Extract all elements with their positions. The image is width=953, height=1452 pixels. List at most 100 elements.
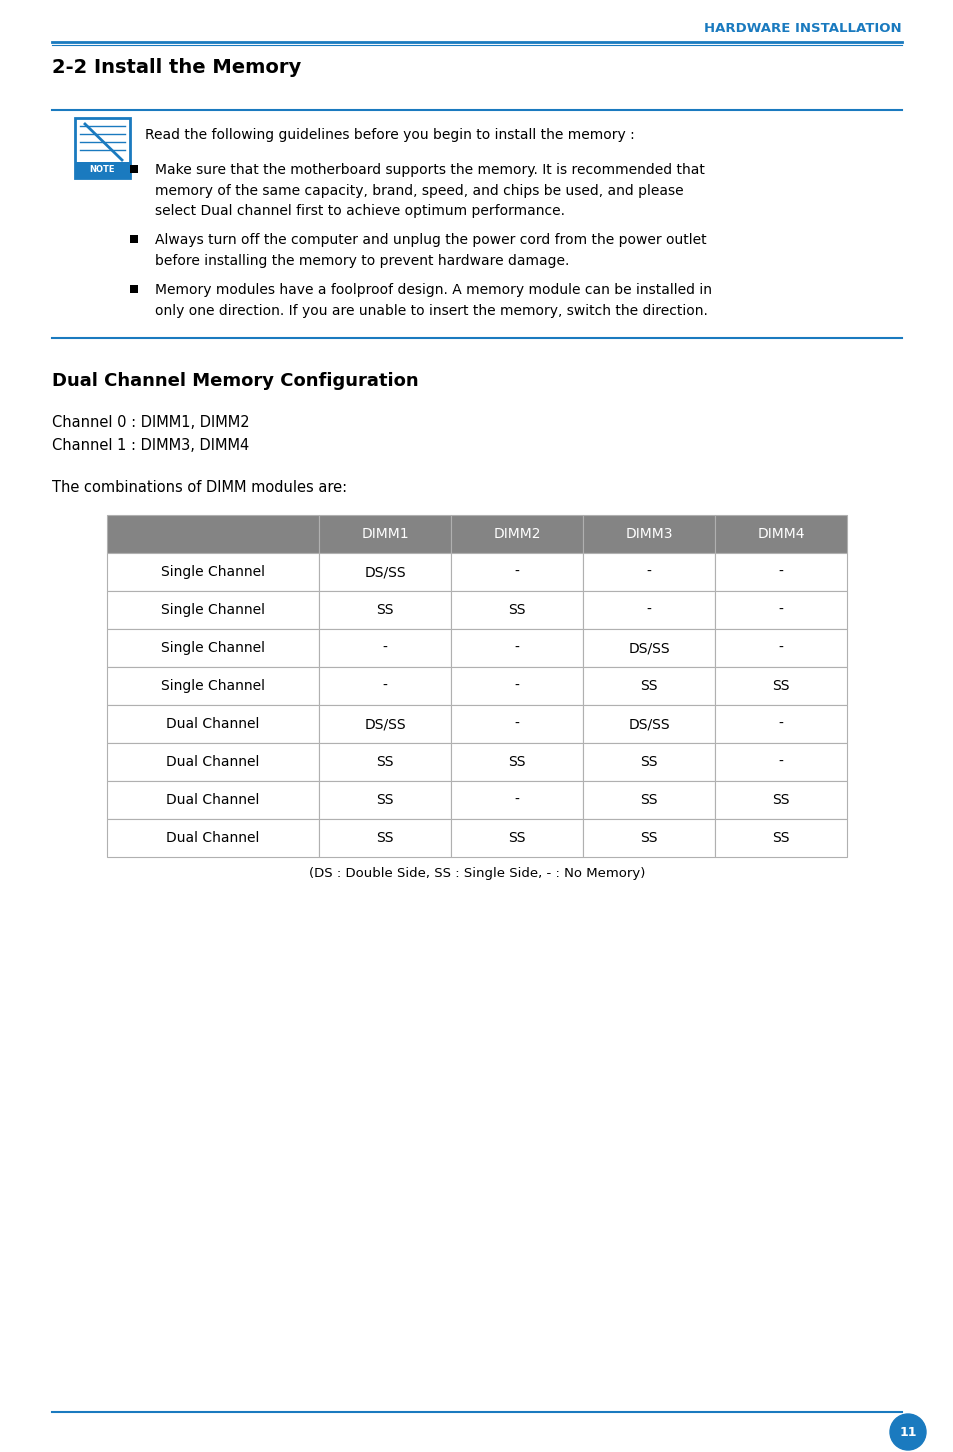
Text: SS: SS	[376, 755, 394, 770]
FancyBboxPatch shape	[319, 591, 451, 629]
FancyBboxPatch shape	[451, 591, 582, 629]
FancyBboxPatch shape	[107, 591, 319, 629]
Text: NOTE: NOTE	[90, 166, 115, 174]
FancyBboxPatch shape	[107, 706, 319, 743]
FancyBboxPatch shape	[107, 515, 319, 553]
FancyBboxPatch shape	[107, 743, 319, 781]
FancyBboxPatch shape	[130, 166, 138, 173]
Text: SS: SS	[508, 603, 525, 617]
FancyBboxPatch shape	[715, 706, 846, 743]
Text: Single Channel: Single Channel	[161, 640, 265, 655]
FancyBboxPatch shape	[715, 591, 846, 629]
Text: DS/SS: DS/SS	[628, 717, 669, 730]
Text: SS: SS	[772, 680, 789, 693]
Text: DS/SS: DS/SS	[364, 565, 406, 579]
Text: SS: SS	[376, 603, 394, 617]
Text: Single Channel: Single Channel	[161, 680, 265, 693]
Text: SS: SS	[376, 793, 394, 807]
FancyBboxPatch shape	[75, 163, 130, 179]
FancyBboxPatch shape	[319, 629, 451, 666]
FancyBboxPatch shape	[75, 118, 130, 179]
Text: SS: SS	[376, 831, 394, 845]
FancyBboxPatch shape	[582, 706, 715, 743]
Text: DIMM1: DIMM1	[361, 527, 409, 542]
Text: -: -	[646, 565, 651, 579]
FancyBboxPatch shape	[715, 629, 846, 666]
FancyBboxPatch shape	[107, 629, 319, 666]
Text: -: -	[515, 640, 519, 655]
FancyBboxPatch shape	[582, 743, 715, 781]
Text: The combinations of DIMM modules are:: The combinations of DIMM modules are:	[52, 481, 347, 495]
FancyBboxPatch shape	[715, 553, 846, 591]
Text: DS/SS: DS/SS	[628, 640, 669, 655]
Text: SS: SS	[772, 831, 789, 845]
FancyBboxPatch shape	[130, 235, 138, 242]
Text: SS: SS	[639, 831, 658, 845]
FancyBboxPatch shape	[715, 781, 846, 819]
FancyBboxPatch shape	[451, 743, 582, 781]
Text: SS: SS	[508, 755, 525, 770]
FancyBboxPatch shape	[582, 515, 715, 553]
FancyBboxPatch shape	[715, 819, 846, 857]
Text: Channel 1 : DIMM3, DIMM4: Channel 1 : DIMM3, DIMM4	[52, 439, 249, 453]
Text: SS: SS	[772, 793, 789, 807]
Text: SS: SS	[639, 680, 658, 693]
FancyBboxPatch shape	[451, 666, 582, 706]
FancyBboxPatch shape	[319, 553, 451, 591]
Text: -: -	[778, 603, 782, 617]
Text: -: -	[778, 640, 782, 655]
Text: -: -	[778, 565, 782, 579]
Text: DIMM2: DIMM2	[493, 527, 540, 542]
Text: Channel 0 : DIMM1, DIMM2: Channel 0 : DIMM1, DIMM2	[52, 415, 250, 430]
Text: DS/SS: DS/SS	[364, 717, 406, 730]
Text: -: -	[382, 640, 387, 655]
Text: Single Channel: Single Channel	[161, 603, 265, 617]
FancyBboxPatch shape	[319, 706, 451, 743]
FancyBboxPatch shape	[582, 629, 715, 666]
Text: -: -	[515, 680, 519, 693]
Text: DIMM3: DIMM3	[624, 527, 672, 542]
FancyBboxPatch shape	[319, 781, 451, 819]
FancyBboxPatch shape	[582, 553, 715, 591]
Text: Dual Channel: Dual Channel	[166, 755, 259, 770]
Text: (DS : Double Side, SS : Single Side, - : No Memory): (DS : Double Side, SS : Single Side, - :…	[309, 867, 644, 880]
FancyBboxPatch shape	[582, 819, 715, 857]
Text: Dual Channel: Dual Channel	[166, 717, 259, 730]
Text: Make sure that the motherboard supports the memory. It is recommended that
memor: Make sure that the motherboard supports …	[154, 163, 704, 218]
FancyBboxPatch shape	[582, 666, 715, 706]
FancyBboxPatch shape	[715, 515, 846, 553]
FancyBboxPatch shape	[451, 819, 582, 857]
Text: -: -	[515, 793, 519, 807]
Text: SS: SS	[508, 831, 525, 845]
FancyBboxPatch shape	[715, 743, 846, 781]
FancyBboxPatch shape	[451, 553, 582, 591]
FancyBboxPatch shape	[451, 515, 582, 553]
FancyBboxPatch shape	[319, 515, 451, 553]
Text: Dual Channel Memory Configuration: Dual Channel Memory Configuration	[52, 372, 418, 391]
Text: SS: SS	[639, 793, 658, 807]
Text: Single Channel: Single Channel	[161, 565, 265, 579]
Text: -: -	[778, 717, 782, 730]
Text: 11: 11	[899, 1426, 916, 1439]
Text: -: -	[646, 603, 651, 617]
FancyBboxPatch shape	[319, 819, 451, 857]
Text: SS: SS	[639, 755, 658, 770]
FancyBboxPatch shape	[107, 819, 319, 857]
Text: DIMM4: DIMM4	[757, 527, 804, 542]
FancyBboxPatch shape	[107, 781, 319, 819]
FancyBboxPatch shape	[451, 706, 582, 743]
Text: Dual Channel: Dual Channel	[166, 793, 259, 807]
FancyBboxPatch shape	[451, 629, 582, 666]
FancyBboxPatch shape	[582, 591, 715, 629]
FancyBboxPatch shape	[582, 781, 715, 819]
FancyBboxPatch shape	[107, 553, 319, 591]
Circle shape	[889, 1414, 925, 1451]
Text: -: -	[515, 717, 519, 730]
Text: -: -	[515, 565, 519, 579]
FancyBboxPatch shape	[319, 666, 451, 706]
Text: -: -	[778, 755, 782, 770]
Text: Dual Channel: Dual Channel	[166, 831, 259, 845]
FancyBboxPatch shape	[451, 781, 582, 819]
Text: Memory modules have a foolproof design. A memory module can be installed in
only: Memory modules have a foolproof design. …	[154, 283, 711, 318]
Text: Always turn off the computer and unplug the power cord from the power outlet
bef: Always turn off the computer and unplug …	[154, 232, 706, 267]
